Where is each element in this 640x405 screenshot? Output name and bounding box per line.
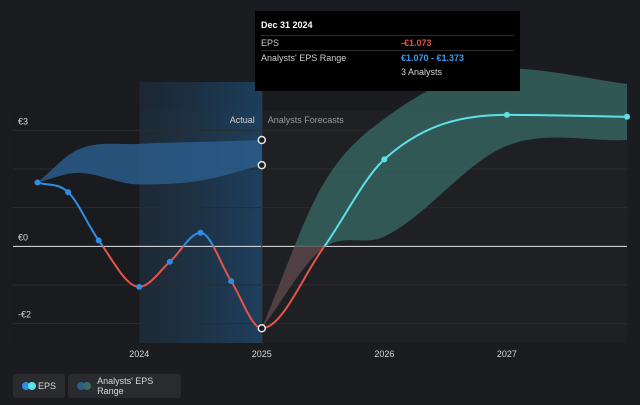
eps-point	[624, 113, 630, 120]
tooltip-range-value: €1.070 - €1.373	[401, 53, 465, 63]
legend-eps-label: EPS	[37, 381, 56, 391]
eps-point	[381, 156, 388, 163]
tooltip: Dec 31 2024 EPS -€1.073 Analysts' EPS Ra…	[255, 11, 520, 91]
x-tick-label: 2024	[129, 349, 149, 359]
tooltip-eps-value: -€1.073	[401, 38, 432, 48]
range-legend-dot-a	[77, 382, 85, 390]
eps-line-forecast-positive	[323, 113, 628, 247]
y-tick-label: -€2	[18, 310, 31, 320]
y-tick-label: €3	[18, 116, 28, 126]
eps-point	[65, 189, 72, 196]
range-marker	[257, 160, 267, 170]
tooltip-date: Dec 31 2024	[261, 20, 313, 30]
range-legend-icon	[77, 382, 91, 390]
forecast-label: Analysts Forecasts	[268, 115, 345, 125]
eps-point	[166, 258, 173, 265]
x-tick-label: 2025	[252, 349, 272, 359]
x-tick-label: 2027	[497, 349, 517, 359]
eps-chart: €3 €0 -€2 2024 2025 2026 2027 Actual Analysts Fo…	[13, 68, 630, 359]
eps-forecast-group	[261, 113, 628, 330]
tooltip-eps-label: EPS	[261, 38, 280, 48]
legend-item-range[interactable]: Analysts' EPS Range	[68, 374, 181, 398]
eps-point	[34, 179, 41, 186]
tooltip-range-label: Analysts' EPS Range	[261, 53, 347, 63]
eps-point	[197, 229, 204, 236]
tooltip-analysts-value: 3 Analysts	[401, 67, 443, 77]
eps-point	[95, 237, 102, 244]
forecast-range-band-negative	[261, 246, 327, 329]
y-tick-label: €0	[18, 232, 28, 242]
range-legend-dot-b	[83, 382, 91, 390]
past-range-band	[37, 140, 262, 185]
legend-item-eps[interactable]: EPS	[13, 374, 65, 398]
range-marker	[257, 135, 267, 145]
eps-legend-dot-b	[28, 382, 36, 390]
legend-range-label: Analysts' EPS Range	[97, 376, 154, 396]
eps-point	[136, 283, 143, 290]
actual-label: Actual	[230, 115, 255, 125]
forecast-range-band	[261, 68, 627, 329]
tooltip-analysts-label	[261, 65, 401, 79]
eps-legend-dot-a	[22, 382, 30, 390]
tooltip-row-range: Analysts' EPS Range €1.070 - €1.373	[261, 50, 514, 65]
eps-legend-icon	[22, 382, 36, 390]
x-tick-label: 2026	[374, 349, 394, 359]
tooltip-row-eps: EPS -€1.073	[261, 35, 514, 50]
eps-point	[503, 111, 510, 118]
eps-point	[257, 324, 267, 333]
tooltip-row-analysts: 3 Analysts	[261, 65, 514, 79]
eps-point	[228, 278, 235, 285]
